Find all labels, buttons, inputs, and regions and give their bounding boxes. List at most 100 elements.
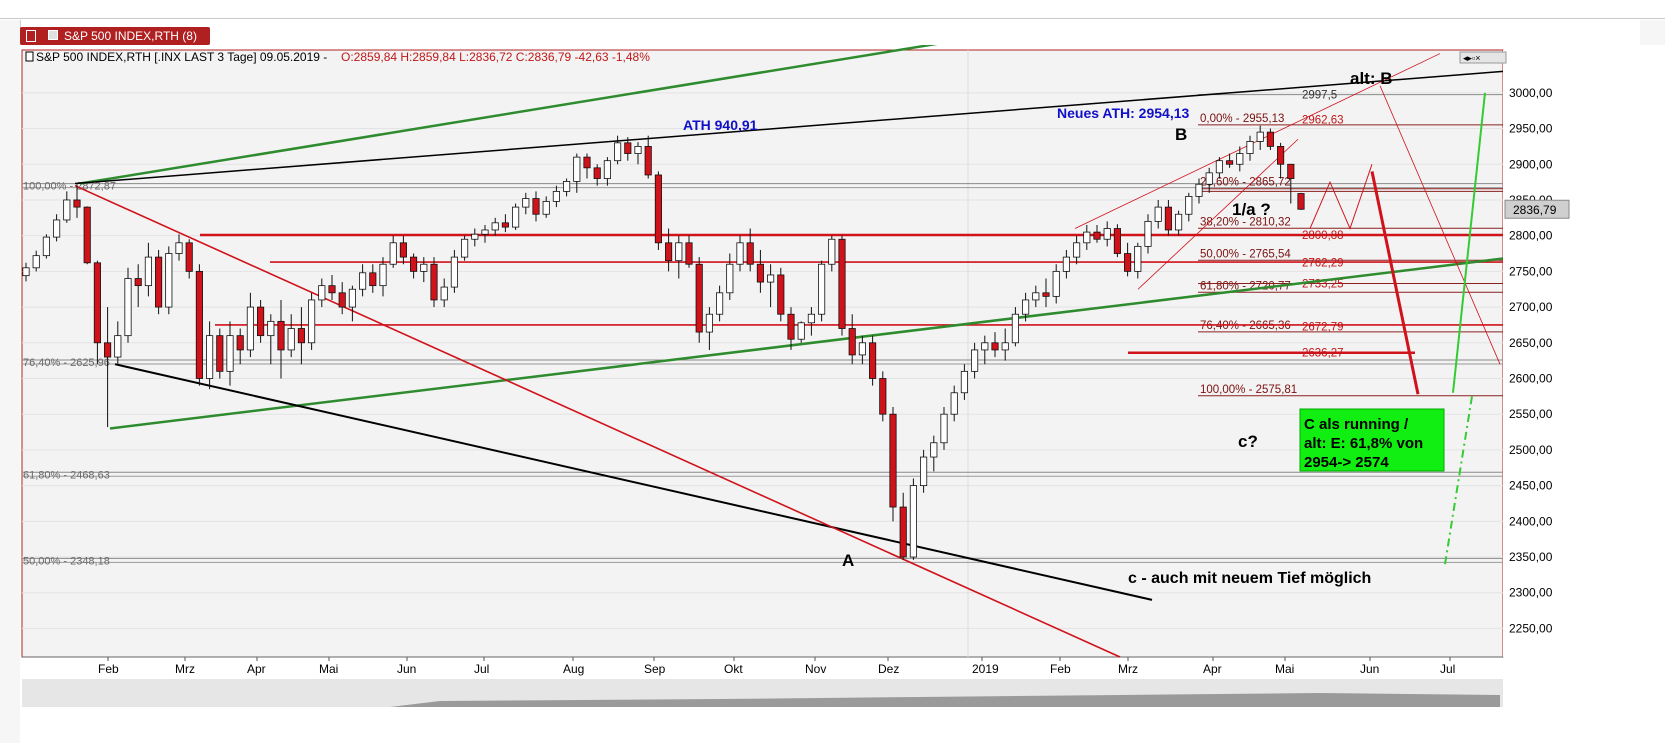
candle: [512, 206, 520, 228]
chart-area[interactable]: 2250,00 2300,00 2350,00 2400,00 2450,00 2500,…: [20, 45, 1665, 743]
candle: [73, 199, 81, 208]
chart-tab[interactable]: S&P 500 INDEX,RTH (8): [20, 27, 210, 45]
y-tick-label: 2250,00: [1509, 621, 1553, 635]
level-label: 2800,88: [1302, 230, 1344, 242]
annotation-wave-a: A: [842, 551, 854, 570]
candle: [1195, 183, 1203, 197]
candle: [1154, 206, 1162, 222]
last-price-box: [1504, 199, 1570, 219]
candle: [552, 190, 560, 202]
x-tick-label: Apr: [247, 662, 266, 676]
price-axis: [1503, 50, 1647, 657]
fib-right-label: 23,60% - 2865,72: [1200, 177, 1291, 189]
x-tick-label: Feb: [98, 662, 119, 676]
candle: [665, 242, 673, 262]
candlestick-chart[interactable]: 2250,00 2300,00 2350,00 2400,00 2450,00 2500,…: [20, 45, 1665, 743]
candle: [736, 242, 744, 265]
candle: [899, 506, 907, 558]
candle: [83, 206, 91, 264]
candle: [848, 328, 856, 356]
candle: [22, 267, 30, 277]
projection-line: [1379, 85, 1501, 365]
x-tick-label: Jun: [397, 662, 416, 676]
y-tick-label: 2550,00: [1509, 407, 1553, 421]
candle: [63, 199, 71, 221]
note-box-line: 2954-> 2574: [1304, 454, 1389, 471]
candle: [348, 288, 356, 308]
annotation-wave-b: B: [1175, 125, 1187, 144]
projection-alt: [1444, 396, 1473, 565]
candle: [644, 146, 652, 176]
y-tick-label: 3000,00: [1509, 86, 1553, 100]
candle: [746, 242, 754, 265]
title-bar: [0, 0, 1665, 19]
candle: [236, 335, 244, 351]
x-tick-label: Dez: [878, 662, 899, 676]
last-price-label: 2836,79: [1513, 203, 1557, 217]
channel-line: [1137, 138, 1299, 290]
candle: [787, 313, 795, 340]
candle: [1175, 213, 1183, 231]
candle: [1124, 253, 1132, 272]
candle: [522, 198, 530, 208]
trend-line-green: [79, 45, 938, 185]
x-tick-label: Aug: [563, 662, 584, 676]
y-tick-label: 2350,00: [1509, 550, 1553, 564]
candle: [53, 219, 61, 238]
projection-up: [1452, 92, 1486, 393]
candle: [430, 263, 438, 301]
candle: [563, 180, 571, 192]
y-tick-label: 2650,00: [1509, 336, 1553, 350]
chart-window-icon: [26, 30, 36, 42]
window-icon: [48, 30, 58, 40]
x-tick-label: Mai: [1275, 662, 1294, 676]
candle: [614, 142, 622, 162]
candle: [134, 278, 142, 287]
candle: [369, 272, 377, 287]
left-toolbar: [0, 20, 21, 743]
projection-zigzag: [1309, 164, 1373, 230]
trend-line-black: [114, 363, 1153, 601]
level-label: 2762,29: [1302, 258, 1344, 270]
candle: [940, 413, 948, 444]
x-tick-label: Sep: [644, 662, 666, 676]
candle: [828, 238, 836, 265]
candle: [124, 278, 132, 337]
fib-right-label: 50,00% - 2765,54: [1200, 248, 1291, 260]
candle: [695, 263, 703, 333]
candle: [634, 146, 642, 154]
candle: [1113, 228, 1121, 254]
candle: [287, 328, 295, 351]
candle: [1287, 163, 1295, 179]
candle: [195, 270, 203, 379]
y-tick-label: 2300,00: [1509, 586, 1553, 600]
candle: [297, 328, 305, 344]
y-tick-label: 2750,00: [1509, 264, 1553, 278]
chart-header-ohlc: O:2859,84 H:2859,84 L:2836,72 C:2836,79 …: [341, 50, 650, 64]
candle: [1236, 153, 1244, 165]
candle: [1164, 206, 1172, 231]
candle: [675, 242, 683, 262]
candle: [399, 242, 407, 258]
candle: [185, 242, 193, 272]
candle: [838, 238, 846, 329]
candle: [471, 233, 479, 240]
y-tick-label: 2950,00: [1509, 122, 1553, 136]
candle: [206, 335, 214, 379]
candle: [328, 285, 336, 294]
candle: [797, 322, 805, 340]
window-controls[interactable]: [1459, 51, 1507, 64]
candle: [481, 229, 489, 235]
candle: [450, 256, 458, 288]
candle: [1134, 245, 1142, 272]
x-tick-label: 2019: [972, 662, 999, 676]
y-tick-label: 2800,00: [1509, 229, 1553, 243]
note-box: [1299, 408, 1445, 472]
candle: [767, 274, 775, 283]
candle: [1032, 292, 1040, 301]
candle: [971, 349, 979, 372]
level-label: 2672,79: [1302, 322, 1344, 334]
candle: [267, 320, 275, 337]
candle: [909, 485, 917, 558]
candle: [603, 160, 611, 179]
